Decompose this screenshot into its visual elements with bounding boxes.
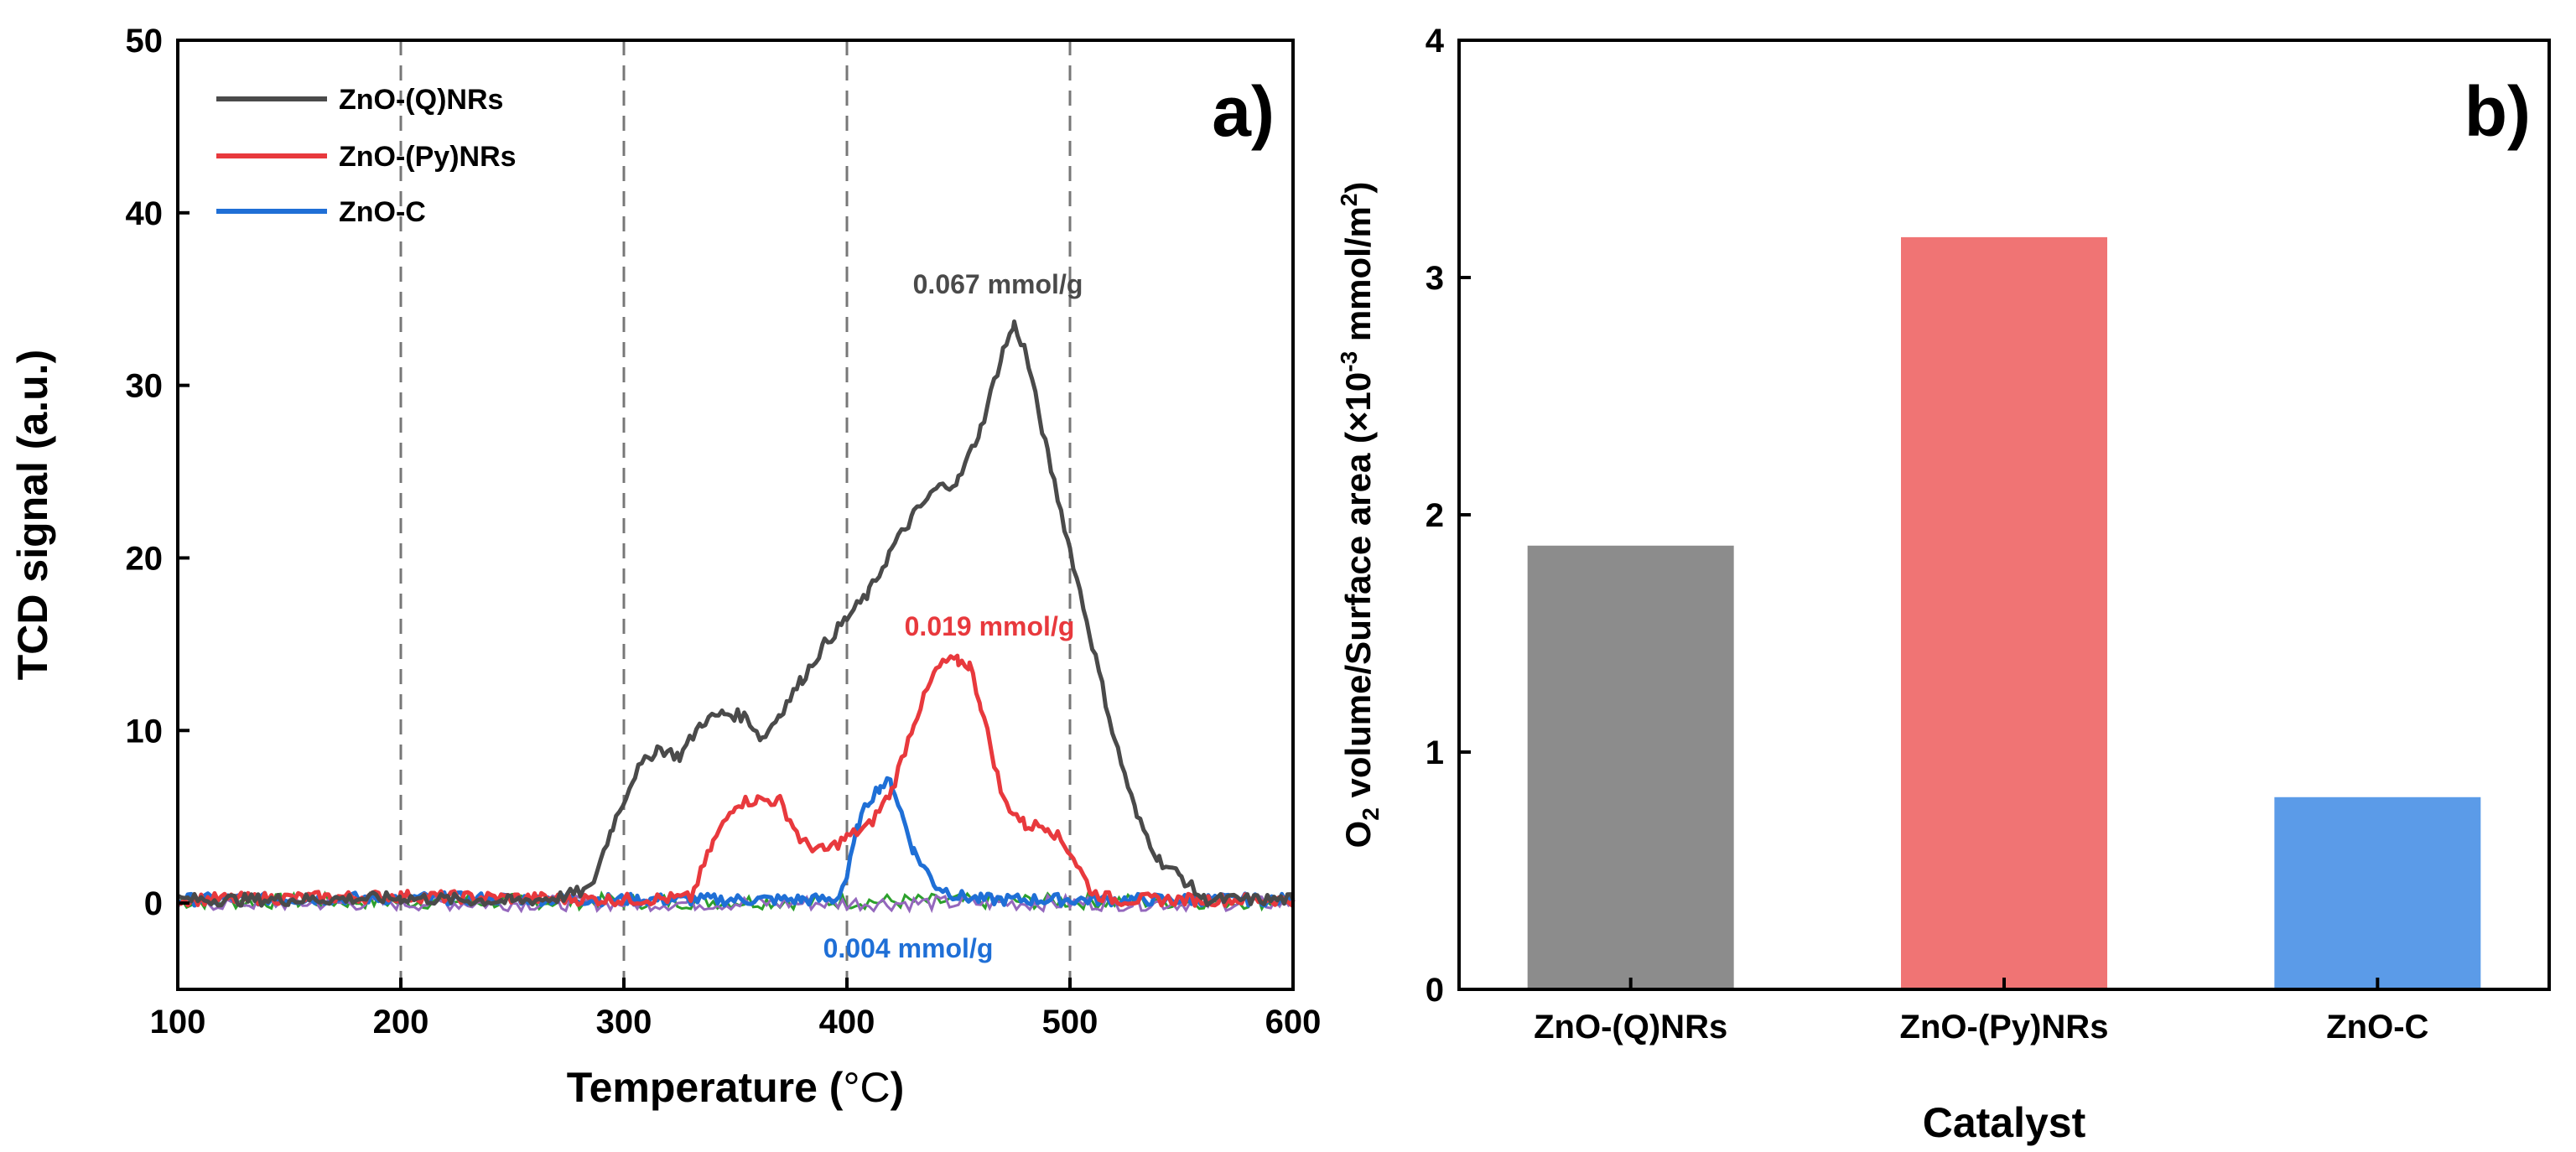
panel-label-b: b) xyxy=(2464,72,2531,151)
x-tick-label: 300 xyxy=(596,1004,652,1040)
y-title-pre: O xyxy=(1338,821,1378,848)
panel-a-line-chart: 100 200 300 400 500 600 0 10 20 30 40 50 ZnO-(Q)NR… xyxy=(9,23,1321,1111)
y-tick-label: 40 xyxy=(126,195,164,232)
bar-ZnO-C xyxy=(2274,797,2481,989)
legend: ZnO-(Q)NRs ZnO-(Py)NRs ZnO-C xyxy=(216,84,517,228)
y-tick-label: 10 xyxy=(126,713,164,750)
reference-lines xyxy=(399,40,1072,989)
y-tick-label-b: 4 xyxy=(1426,23,1445,60)
legend-label-c: ZnO-C xyxy=(339,196,426,228)
series-line-ZnO-C xyxy=(176,776,1296,908)
x-tick-label: 200 xyxy=(373,1004,429,1040)
x-tick-label-b: ZnO-C xyxy=(2326,1009,2428,1046)
y-title-sup2: 2 xyxy=(1336,194,1362,207)
y-title-sub: 2 xyxy=(1358,807,1384,821)
annotation-c: 0.004 mmol/g xyxy=(823,933,994,963)
bar-ZnO-(Q)NRs xyxy=(1527,545,1734,989)
legend-label-py: ZnO-(Py)NRs xyxy=(339,141,517,173)
annotation-py: 0.019 mmol/g xyxy=(905,611,1075,641)
y-title-unit: mmol/m xyxy=(1338,206,1378,351)
x-tick-label: 600 xyxy=(1265,1004,1322,1040)
annotation-q: 0.067 mmol/g xyxy=(913,269,1083,299)
y-title-close: ) xyxy=(1338,182,1378,194)
x-axis-title-close: ) xyxy=(891,1064,905,1111)
x-tick-label-b: ZnO-(Q)NRs xyxy=(1534,1009,1727,1046)
y-axis-title: TCD signal (a.u.) xyxy=(9,350,56,680)
series-group xyxy=(176,319,1296,914)
plot-frame xyxy=(176,39,1295,991)
panel-b-bar-chart: 0 1 2 3 4 ZnO-(Q)NRs ZnO-(Py)NRs ZnO-C b) Cata… xyxy=(1336,23,2551,1146)
y-tick-label-b: 2 xyxy=(1426,497,1444,534)
x-tick-label: 400 xyxy=(819,1004,875,1040)
panel-label-a: a) xyxy=(1212,72,1275,151)
y-title-sup: -3 xyxy=(1336,351,1362,372)
y-tick-label: 20 xyxy=(126,540,164,577)
y-title-mid: volume/Surface area (×10 xyxy=(1338,372,1378,807)
x-tick-label-b: ZnO-(Py)NRs xyxy=(1900,1009,2109,1046)
x-tick-label: 100 xyxy=(150,1004,206,1040)
x-axis-title-main: Temperature ( xyxy=(567,1064,844,1111)
y-tick-label: 50 xyxy=(126,23,164,60)
y-ticks: 0 10 20 30 40 50 xyxy=(126,23,190,922)
legend-label-q: ZnO-(Q)NRs xyxy=(339,84,503,116)
y-tick-label-b: 1 xyxy=(1426,734,1444,771)
x-ticks-b: ZnO-(Q)NRs ZnO-(Py)NRs ZnO-C xyxy=(1534,978,2428,1046)
x-axis-title-unit: °C xyxy=(843,1064,890,1111)
y-tick-label-b: 3 xyxy=(1426,260,1444,297)
series-line-ZnO-(Q)NRs xyxy=(176,319,1296,908)
y-axis-title-b: O2 volume/Surface area (×10-3 mmol/m2) xyxy=(1336,182,1384,848)
y-tick-label: 30 xyxy=(126,368,164,405)
y-tick-label: 0 xyxy=(144,885,163,922)
bar-ZnO-(Py)NRs xyxy=(1901,236,2107,989)
bars xyxy=(1527,236,2481,989)
x-ticks: 100 200 300 400 500 600 xyxy=(150,978,1322,1040)
x-tick-label: 500 xyxy=(1042,1004,1098,1040)
x-axis-title: Temperature (°C) xyxy=(567,1064,904,1111)
y-tick-label-b: 0 xyxy=(1426,972,1444,1009)
x-axis-title-b: Catalyst xyxy=(1923,1099,2086,1146)
y-ticks-b: 0 1 2 3 4 xyxy=(1426,23,1471,1009)
